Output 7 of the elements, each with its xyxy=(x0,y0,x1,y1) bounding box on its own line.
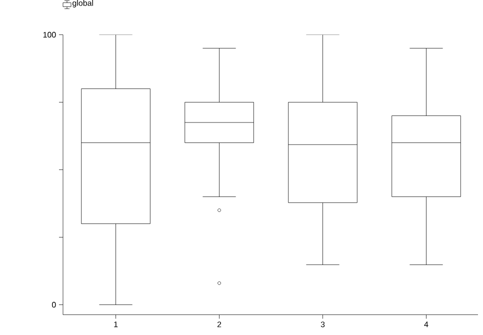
y-tick-label: 100 xyxy=(43,32,56,38)
x-tick-label: 2 xyxy=(217,322,222,328)
x-tick-label: 1 xyxy=(114,322,118,328)
y-tick-label: 0 xyxy=(52,302,56,308)
x-tick-label: 4 xyxy=(424,322,428,328)
legend-label: global xyxy=(72,0,94,8)
x-tick-label: 3 xyxy=(320,322,325,328)
